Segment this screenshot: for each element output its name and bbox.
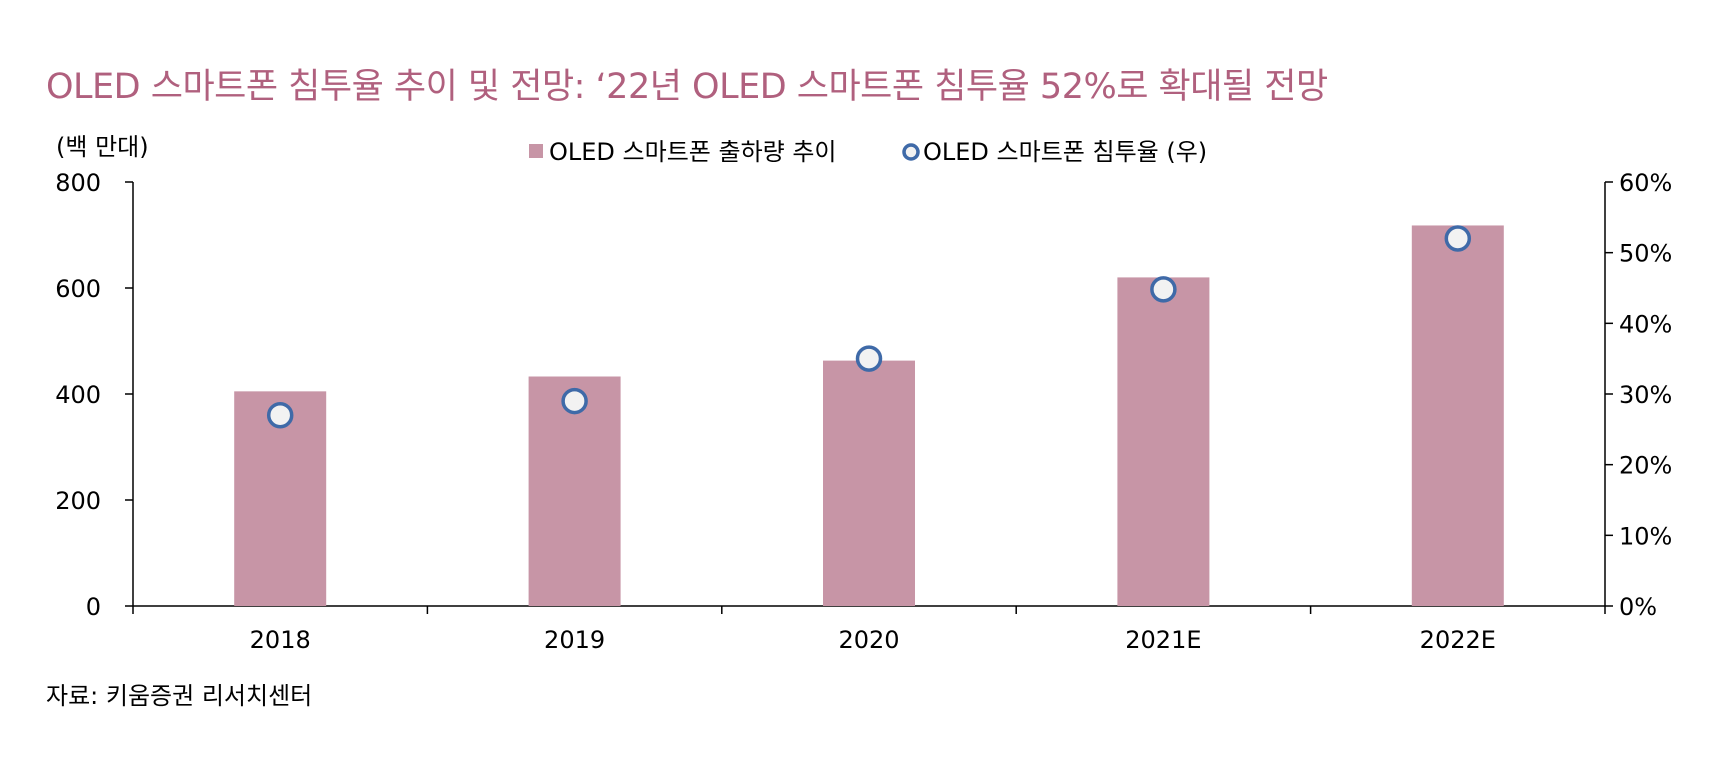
x-tick-label: 2021E [1125,626,1201,654]
legend-marker-swatch [902,143,920,161]
left-tick-label: 0 [86,593,101,621]
left-tick-label: 800 [55,169,101,197]
left-tick-label: 200 [55,487,101,515]
legend-marker-label: OLED 스마트폰 침투율 (우) [923,138,1207,166]
legend: OLED 스마트폰 출하량 추이 OLED 스마트폰 침투율 (우) [529,138,1207,166]
x-tick-label: 2018 [250,626,311,654]
marker-penetration [1150,276,1177,303]
bar-shipments [528,376,621,606]
right-tick-label: 20% [1619,452,1672,480]
chart-title: OLED 스마트폰 침투율 추이 및 전망: ‘22년 OLED 스마트폰 침투… [46,67,1328,107]
x-tick-label: 2022E [1420,626,1496,654]
bar-shipments [1411,225,1504,606]
right-tick-label: 10% [1619,522,1672,550]
marker-penetration [855,345,883,372]
left-tick-label: 400 [55,381,101,409]
legend-bar-label: OLED 스마트폰 출하량 추이 [549,138,837,166]
right-tick-label: 50% [1619,240,1672,268]
right-tick-label: 30% [1619,381,1672,409]
right-tick-label: 60% [1619,169,1672,197]
legend-bar-swatch [529,144,543,158]
left-axis-label: (백 만대) [56,133,149,161]
marker-penetration [561,387,588,415]
x-tick-label: 2019 [544,626,605,654]
bar-shipments [1117,277,1210,606]
right-tick-label: 0% [1619,593,1657,621]
x-tick-label: 2020 [838,626,899,654]
left-tick-label: 600 [55,275,101,303]
bar-shipments [823,360,915,606]
source-note: 자료: 키움증권 리서치센터 [46,682,313,710]
marker-penetration [1444,225,1472,252]
marker-penetration [266,401,294,429]
markers [266,225,1472,429]
right-tick-label: 40% [1619,310,1672,338]
bars [234,225,1504,606]
